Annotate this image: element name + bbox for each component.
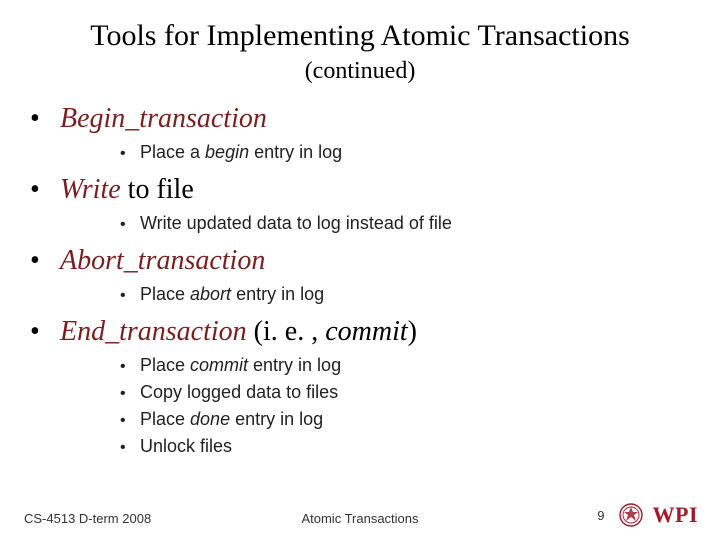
top-bullet-row: •Abort_transaction bbox=[30, 245, 720, 277]
top-bullet-text: Abort_transaction bbox=[60, 245, 265, 277]
wpi-logo-text: WPI bbox=[653, 502, 699, 528]
sub-bullet-text: Copy logged data to files bbox=[140, 379, 338, 406]
bullet-dot-icon: • bbox=[120, 284, 140, 308]
text-run: Place bbox=[140, 355, 190, 375]
text-run: (i. e. , bbox=[247, 316, 326, 347]
text-run: entry in log bbox=[249, 142, 342, 162]
text-run: Place bbox=[140, 409, 190, 429]
bullet-dot-icon: • bbox=[30, 245, 60, 277]
slide: Tools for Implementing Atomic Transactio… bbox=[0, 0, 720, 540]
top-bullet-item: •Write to file•Write updated data to log… bbox=[30, 174, 720, 237]
sub-bullet-item: •Place commit entry in log bbox=[120, 352, 720, 379]
text-run: Write bbox=[60, 174, 121, 205]
sub-bullet-item: •Unlock files bbox=[120, 433, 720, 460]
top-bullet-text: End_transaction (i. e. , commit) bbox=[60, 316, 417, 348]
wpi-seal-icon bbox=[619, 503, 643, 527]
text-run: commit bbox=[325, 316, 407, 347]
sub-bullet-list: •Place commit entry in log•Copy logged d… bbox=[120, 352, 720, 460]
top-bullet-text: Write to file bbox=[60, 174, 194, 206]
bullet-dot-icon: • bbox=[30, 316, 60, 348]
sub-bullet-item: •Place abort entry in log bbox=[120, 281, 720, 308]
page-number: 9 bbox=[597, 508, 604, 523]
sub-bullet-text: Place a begin entry in log bbox=[140, 139, 342, 166]
text-run: entry in log bbox=[231, 284, 324, 304]
text-run: Copy logged data to files bbox=[140, 382, 338, 402]
top-bullet-item: •Begin_transaction•Place a begin entry i… bbox=[30, 103, 720, 166]
sub-bullet-item: •Write updated data to log instead of fi… bbox=[120, 210, 720, 237]
text-run: entry in log bbox=[248, 355, 341, 375]
sub-bullet-text: Unlock files bbox=[140, 433, 232, 460]
slide-title: Tools for Implementing Atomic Transactio… bbox=[0, 18, 720, 54]
text-run: Place bbox=[140, 284, 190, 304]
sub-bullet-text: Place abort entry in log bbox=[140, 281, 324, 308]
top-bullet-item: •End_transaction (i. e. , commit)•Place … bbox=[30, 316, 720, 460]
sub-bullet-list: •Place abort entry in log bbox=[120, 281, 720, 308]
top-bullet-item: •Abort_transaction•Place abort entry in … bbox=[30, 245, 720, 308]
top-bullet-text: Begin_transaction bbox=[60, 103, 267, 135]
text-run: Abort_transaction bbox=[60, 245, 265, 276]
top-bullet-row: •Begin_transaction bbox=[30, 103, 720, 135]
text-run: Begin_transaction bbox=[60, 103, 267, 134]
sub-bullet-list: •Place a begin entry in log bbox=[120, 139, 720, 166]
bullet-dot-icon: • bbox=[120, 213, 140, 237]
title-block: Tools for Implementing Atomic Transactio… bbox=[0, 0, 720, 85]
text-run: End_transaction bbox=[60, 316, 247, 347]
text-run: abort bbox=[190, 284, 231, 304]
text-run: ) bbox=[408, 316, 417, 347]
sub-bullet-item: •Copy logged data to files bbox=[120, 379, 720, 406]
sub-bullet-list: •Write updated data to log instead of fi… bbox=[120, 210, 720, 237]
sub-bullet-item: •Place a begin entry in log bbox=[120, 139, 720, 166]
slide-subtitle: (continued) bbox=[0, 58, 720, 85]
text-run: entry in log bbox=[230, 409, 323, 429]
sub-bullet-item: •Place done entry in log bbox=[120, 406, 720, 433]
footer-right: 9 WPI bbox=[597, 502, 698, 528]
text-run: to file bbox=[121, 174, 194, 205]
content-area: •Begin_transaction•Place a begin entry i… bbox=[0, 85, 720, 460]
text-run: Write updated data to log instead of fil… bbox=[140, 213, 452, 233]
top-bullet-list: •Begin_transaction•Place a begin entry i… bbox=[30, 103, 720, 460]
bullet-dot-icon: • bbox=[120, 409, 140, 433]
text-run: begin bbox=[205, 142, 249, 162]
text-run: Unlock files bbox=[140, 436, 232, 456]
bullet-dot-icon: • bbox=[120, 382, 140, 406]
sub-bullet-text: Place commit entry in log bbox=[140, 352, 341, 379]
sub-bullet-text: Write updated data to log instead of fil… bbox=[140, 210, 452, 237]
bullet-dot-icon: • bbox=[30, 103, 60, 135]
top-bullet-row: •End_transaction (i. e. , commit) bbox=[30, 316, 720, 348]
sub-bullet-text: Place done entry in log bbox=[140, 406, 323, 433]
text-run: done bbox=[190, 409, 230, 429]
text-run: Place a bbox=[140, 142, 205, 162]
bullet-dot-icon: • bbox=[120, 436, 140, 460]
text-run: commit bbox=[190, 355, 248, 375]
bullet-dot-icon: • bbox=[120, 142, 140, 166]
bullet-dot-icon: • bbox=[30, 174, 60, 206]
bullet-dot-icon: • bbox=[120, 355, 140, 379]
top-bullet-row: •Write to file bbox=[30, 174, 720, 206]
